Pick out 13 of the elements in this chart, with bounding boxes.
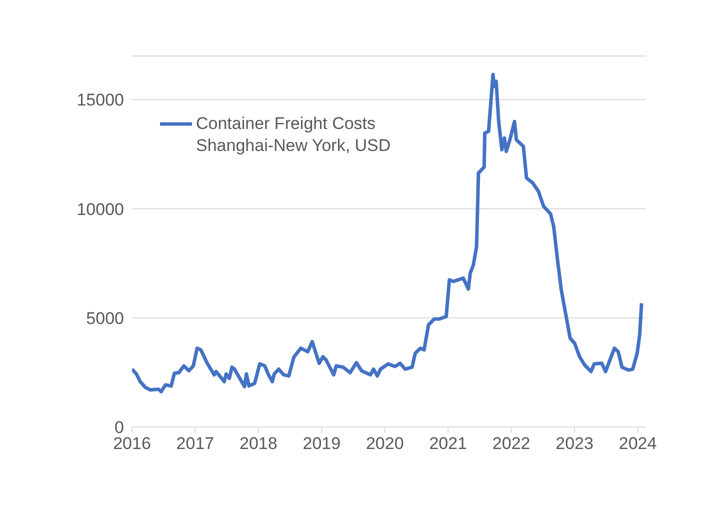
y-tick-label: 10000 bbox=[76, 200, 124, 219]
x-tick-label: 2019 bbox=[302, 434, 341, 454]
x-tick-label: 2021 bbox=[429, 434, 468, 454]
legend-label: Container Freight Costs Shanghai-New York, USD bbox=[196, 113, 392, 157]
x-tick-label: 2023 bbox=[556, 434, 594, 454]
x-tick-label: 2022 bbox=[492, 434, 530, 454]
x-tick-label: 2018 bbox=[240, 434, 278, 454]
y-tick-label: 15000 bbox=[76, 90, 124, 110]
x-tick-label: 2020 bbox=[366, 434, 404, 454]
x-tick-label: 2024 bbox=[618, 434, 657, 454]
line-series bbox=[132, 72, 644, 394]
y-tick-label: 5000 bbox=[86, 308, 124, 328]
x-tick-label: 2017 bbox=[176, 434, 214, 454]
